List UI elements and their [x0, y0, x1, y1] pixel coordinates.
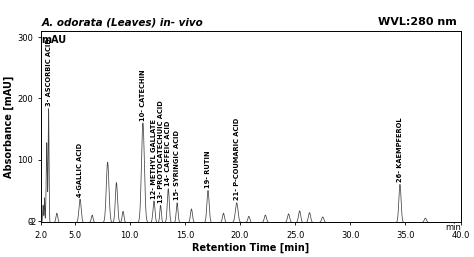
Text: 13- PROTOCATECHUIC ACID: 13- PROTOCATECHUIC ACID — [157, 100, 164, 203]
Text: 12- METHYL GALLATE: 12- METHYL GALLATE — [151, 118, 157, 198]
Text: 26- KAEMPFEROL: 26- KAEMPFEROL — [397, 117, 403, 182]
X-axis label: Retention Time [min]: Retention Time [min] — [192, 243, 310, 253]
Text: 3- ASCORBIC ACID: 3- ASCORBIC ACID — [46, 38, 52, 106]
Text: 4-GALLIC ACID: 4-GALLIC ACID — [77, 143, 83, 197]
Text: 14- CAFFEIC ACID: 14- CAFFEIC ACID — [165, 121, 171, 186]
Text: WVL:280 nm: WVL:280 nm — [378, 17, 456, 27]
Text: -2: -2 — [29, 218, 37, 227]
Text: A. odorata (Leaves) in- vivo: A. odorata (Leaves) in- vivo — [41, 17, 203, 27]
Text: 21- P-COUMARIC ACID: 21- P-COUMARIC ACID — [234, 118, 240, 200]
Text: min: min — [445, 223, 461, 232]
Y-axis label: Absorbance [mAU]: Absorbance [mAU] — [4, 76, 14, 178]
Text: 10- CATECHIN: 10- CATECHIN — [140, 69, 146, 121]
Text: 19- RUTIN: 19- RUTIN — [205, 150, 211, 188]
Text: mAU: mAU — [41, 35, 66, 45]
Text: 15- SYRINGIC ACID: 15- SYRINGIC ACID — [174, 130, 180, 200]
